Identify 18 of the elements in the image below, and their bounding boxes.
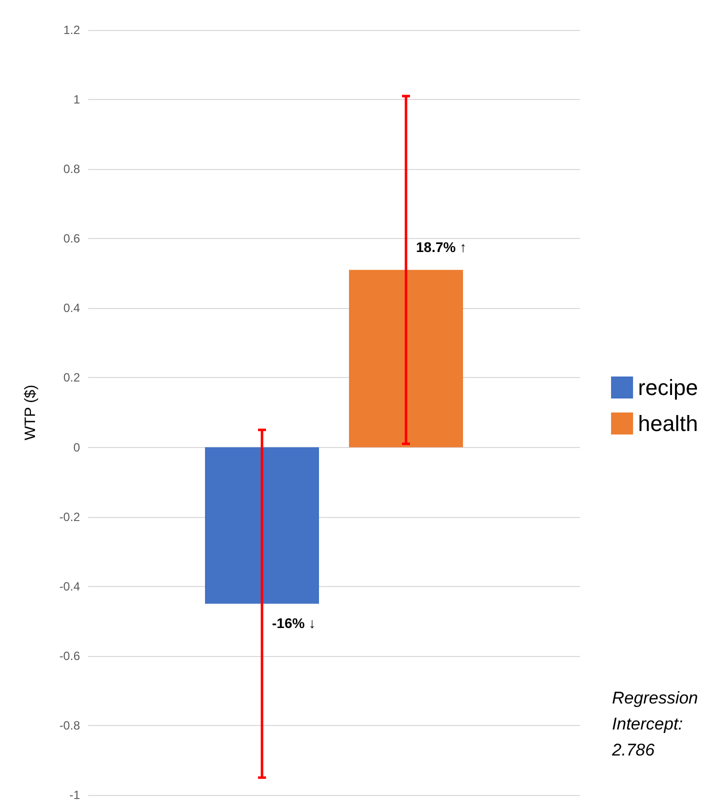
y-tick-label: 1.2	[63, 23, 80, 37]
legend-label: health	[638, 411, 698, 436]
y-tick-label: -1	[69, 788, 80, 802]
y-tick-label: -0.2	[59, 510, 80, 524]
y-tick-label: 0.2	[63, 370, 80, 385]
annotation: -16% ↓	[272, 614, 316, 631]
annotation: 18.7% ↑	[416, 238, 467, 255]
y-tick-label: 0.6	[63, 232, 80, 246]
y-tick-label: 0.8	[63, 162, 80, 176]
text: Regression Intercept: 2.786	[611, 688, 698, 760]
y-tick-label: -0.8	[59, 718, 80, 732]
y-axis-title: WTP ($)	[22, 384, 39, 440]
y-tick-label: 0	[73, 440, 80, 454]
legend-label: recipe	[638, 375, 698, 400]
y-tick-label: 0.4	[63, 301, 80, 316]
y-tick-label: -0.4	[59, 579, 80, 594]
y-tick-label: 1	[73, 92, 80, 107]
y-tick-label: -0.6	[59, 648, 80, 663]
